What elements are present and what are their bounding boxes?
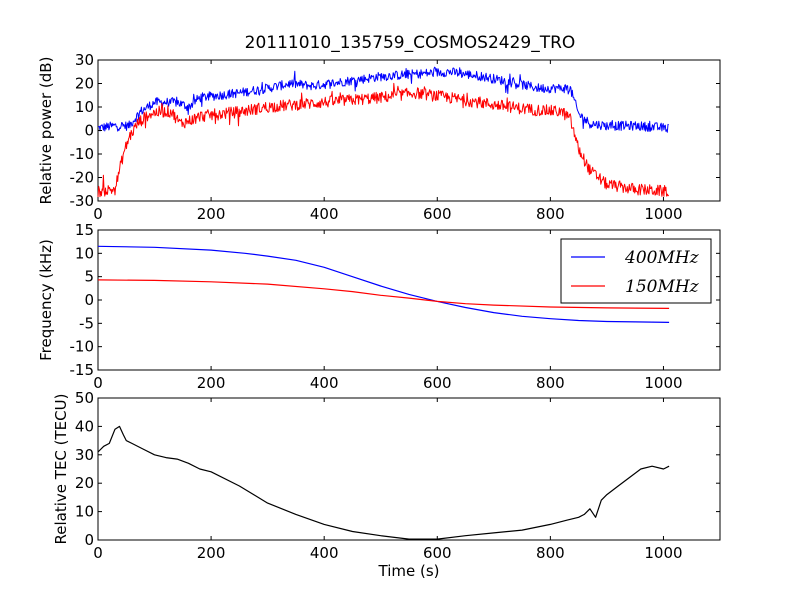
legend-box [560, 238, 712, 304]
tec-ytick-label: 20 [75, 474, 94, 492]
tec-xtick-label: 200 [197, 544, 226, 562]
frequency-ytick-label: 15 [75, 221, 94, 239]
frequency-legend: 400MHz 150MHz [560, 238, 712, 304]
frequency-ticks: 0 200 400 600 800 1000 -15 -10 -5 0 5 10 15 [70, 221, 720, 392]
tec-axes-frame [97, 397, 721, 541]
power-series [97, 66, 670, 198]
frequency-xtick-label: 0 [93, 374, 103, 392]
frequency-ytick-label: 10 [75, 244, 94, 262]
frequency-ytick-label: -5 [79, 314, 94, 332]
tec-xtick-label: 0 [93, 544, 103, 562]
legend-label-150mhz: 150MHz [625, 277, 700, 297]
power-xtick-label: 600 [423, 205, 452, 223]
frequency-xtick-label: 800 [536, 374, 565, 392]
frequency-series [97, 245, 670, 323]
power-series-line-0 [97, 66, 669, 133]
frequency-series-line-0 [97, 245, 670, 323]
power-ytick-label: 20 [75, 75, 94, 93]
frequency-series-line-1 [97, 279, 670, 309]
tec-series [97, 425, 670, 540]
frequency-subplot: 0 200 400 600 800 1000 -15 -10 -5 0 5 10 15 Frequenc… [37, 221, 721, 392]
power-ytick-label: -20 [70, 169, 95, 187]
power-ytick-label: 30 [75, 51, 94, 69]
frequency-xtick-label: 600 [423, 374, 452, 392]
power-series-line-1 [97, 82, 670, 198]
tec-ytick-label: 10 [75, 503, 94, 521]
power-ytick-label: 10 [75, 98, 94, 116]
tec-ytick-label: 40 [75, 417, 94, 435]
power-xtick-label: 800 [536, 205, 565, 223]
tec-ticks: 0 200 400 600 800 1000 0 10 20 30 40 50 [75, 389, 720, 562]
power-subplot: 0 200 400 600 800 1000 -30 -20 -10 0 10 20 30 Relati… [37, 51, 721, 223]
frequency-xtick-label: 1000 [644, 374, 682, 392]
tec-xlabel: Time (s) [378, 562, 440, 580]
tec-ytick-label: 50 [75, 389, 94, 407]
tec-ytick-label: 0 [84, 531, 94, 549]
power-ytick-label: 0 [84, 122, 94, 140]
tec-series-line-0 [97, 425, 670, 540]
power-xtick-label: 400 [310, 205, 339, 223]
power-xtick-label: 0 [93, 205, 103, 223]
frequency-ytick-label: -10 [70, 338, 95, 356]
power-ytick-label: -10 [70, 145, 95, 163]
power-ticks: 0 200 400 600 800 1000 -30 -20 -10 0 10 20 30 [70, 51, 720, 223]
tec-xtick-label: 800 [536, 544, 565, 562]
power-ylabel: Relative power (dB) [37, 57, 55, 205]
power-axes-frame [97, 59, 721, 202]
tec-xtick-label: 400 [310, 544, 339, 562]
tec-xtick-label: 600 [423, 544, 452, 562]
power-ytick-label: -30 [70, 192, 95, 210]
tec-subplot: 0 200 400 600 800 1000 0 10 20 30 40 50 Relative TE… [52, 389, 721, 580]
frequency-xtick-label: 400 [310, 374, 339, 392]
power-xtick-label: 1000 [644, 205, 682, 223]
frequency-ylabel: Frequency (kHz) [37, 239, 55, 361]
tec-ylabel: Relative TEC (TECU) [52, 394, 70, 545]
frequency-ytick-label: 0 [84, 291, 94, 309]
power-xtick-label: 200 [197, 205, 226, 223]
frequency-xtick-label: 200 [197, 374, 226, 392]
frequency-ytick-label: 5 [84, 268, 94, 286]
tec-ytick-label: 30 [75, 446, 94, 464]
tec-xtick-label: 1000 [644, 544, 682, 562]
legend-label-400mhz: 400MHz [624, 248, 700, 268]
figure-title: 20111010_135759_COSMOS2429_TRO [245, 33, 576, 53]
frequency-ytick-label: -15 [70, 361, 95, 379]
